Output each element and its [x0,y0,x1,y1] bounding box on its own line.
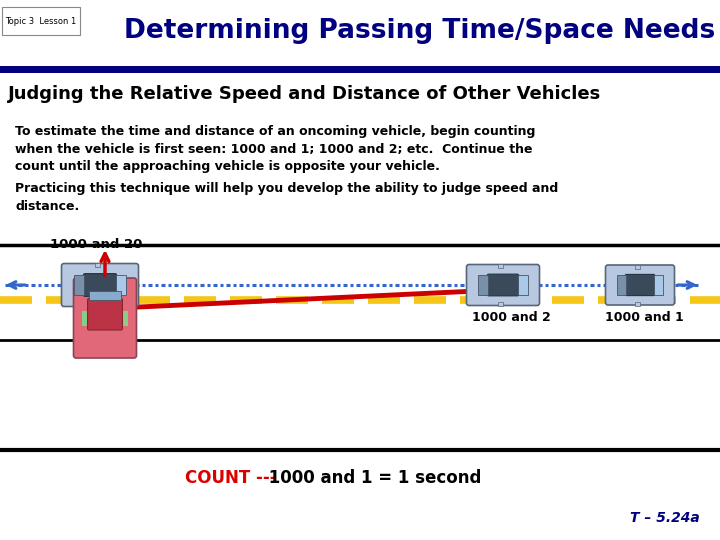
Bar [616,275,626,295]
FancyBboxPatch shape [88,299,122,330]
FancyBboxPatch shape [2,7,80,35]
Text: Judging the Relative Speed and Distance of Other Vehicles: Judging the Relative Speed and Distance … [8,85,601,103]
Bar [95,263,100,267]
Text: Topic 3  Lesson 1: Topic 3 Lesson 1 [5,17,76,25]
Text: Practicing this technique will help you develop the ability to judge speed and
d: Practicing this technique will help you … [15,182,558,213]
Bar [635,301,640,306]
Bar [89,291,121,300]
Bar [116,274,126,295]
Text: COUNT ---: COUNT --- [185,469,276,487]
Bar [478,275,487,295]
Bar [635,265,640,268]
Text: 1000 and 2: 1000 and 2 [472,311,551,324]
Text: 1000 and 1 = 1 second: 1000 and 1 = 1 second [263,469,482,487]
Bar [654,275,663,295]
Bar [95,303,100,307]
FancyBboxPatch shape [467,265,539,306]
Bar [73,274,84,295]
Bar [498,264,503,268]
Text: Determining Passing Time/Space Needs: Determining Passing Time/Space Needs [125,18,716,44]
FancyBboxPatch shape [625,274,655,295]
FancyBboxPatch shape [487,274,519,296]
FancyBboxPatch shape [84,274,117,296]
Text: To estimate the time and distance of an oncoming vehicle, begin counting
when th: To estimate the time and distance of an … [15,125,536,173]
Bar [498,302,503,306]
Bar [82,310,128,326]
FancyBboxPatch shape [73,278,137,358]
Text: 1000 and 1: 1000 and 1 [605,311,684,324]
FancyBboxPatch shape [61,264,138,307]
Text: 1000 and 20: 1000 and 20 [50,238,143,251]
Bar [518,275,528,295]
Text: T – 5.24a: T – 5.24a [630,511,700,525]
FancyBboxPatch shape [606,265,675,305]
Bar [0,66,720,73]
